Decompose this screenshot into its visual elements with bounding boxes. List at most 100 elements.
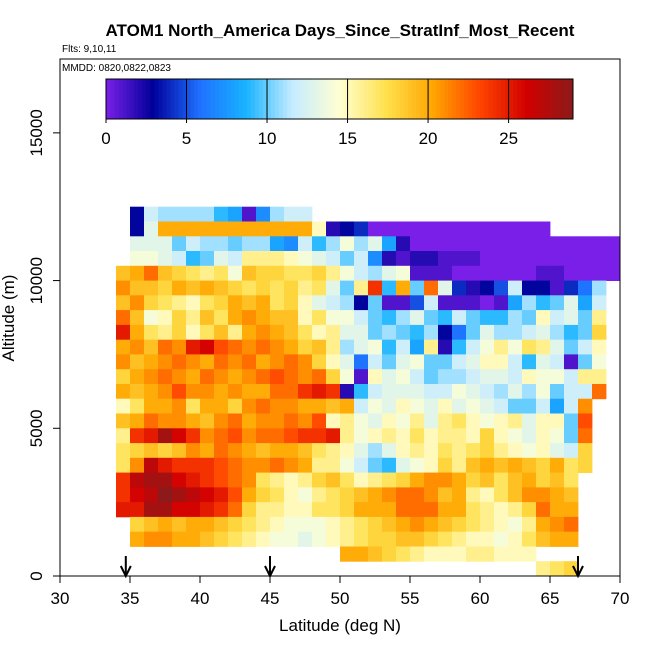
heatmap-cell — [326, 280, 341, 296]
heatmap-cell — [396, 531, 411, 547]
heatmap-cell — [550, 265, 565, 281]
heatmap-cell — [382, 339, 397, 355]
heatmap-cell — [256, 428, 271, 444]
heatmap-cell — [200, 502, 215, 518]
heatmap-cell — [578, 354, 593, 370]
heatmap-cell — [326, 502, 341, 518]
colorbar-segment — [154, 79, 159, 119]
heatmap-cell — [172, 516, 187, 533]
heatmap-cell — [396, 251, 411, 267]
heatmap-cell — [144, 384, 159, 400]
heatmap-cell — [578, 443, 593, 459]
heatmap-cell — [536, 428, 551, 444]
heatmap-cell — [396, 324, 411, 341]
colorbar-segment — [468, 79, 473, 119]
heatmap-cell — [130, 413, 145, 429]
colorbar-segment — [560, 79, 566, 119]
heatmap-cell — [508, 428, 523, 444]
heatmap-cell — [438, 310, 453, 326]
heatmap-cell — [326, 221, 341, 237]
heatmap-cell — [410, 384, 425, 400]
heatmap-cell — [508, 516, 523, 533]
heatmap-cell — [410, 457, 425, 473]
heatmap-cell — [396, 295, 411, 311]
heatmap-cell — [340, 384, 355, 400]
heatmap-cell — [298, 236, 313, 252]
heatmap-cell — [382, 221, 397, 237]
heatmap-cell — [508, 384, 523, 400]
heatmap-cell — [200, 221, 215, 237]
heatmap-cell — [494, 221, 509, 237]
heatmap-cell — [522, 251, 537, 267]
heatmap-cell — [494, 324, 509, 341]
colorbar-segment — [226, 79, 232, 119]
heatmap-cell — [256, 531, 271, 547]
heatmap-cell — [186, 398, 201, 414]
heatmap-cell — [550, 310, 565, 326]
heatmap-cell — [326, 236, 341, 252]
heatmap-cell — [172, 221, 187, 237]
heatmap-cell — [438, 457, 453, 473]
heatmap-cell — [284, 384, 299, 400]
heatmap-cell — [130, 502, 145, 518]
heatmap-cell — [508, 339, 523, 355]
heatmap-cell — [270, 472, 285, 488]
heatmap-cell — [382, 487, 397, 503]
heatmap-cell — [228, 324, 243, 341]
colorbar-segment — [371, 79, 377, 119]
heatmap-cell — [368, 221, 383, 237]
heatmap-cell — [326, 531, 341, 547]
heatmap-cell — [424, 265, 439, 281]
heatmap-cell — [438, 428, 453, 444]
colorbar-segment — [436, 79, 441, 119]
heatmap-cell — [424, 531, 439, 547]
heatmap-cell — [144, 398, 159, 414]
heatmap-cell — [452, 369, 467, 385]
heatmap-cell — [186, 265, 201, 281]
heatmap-cell — [228, 472, 243, 488]
heatmap-cell — [606, 236, 621, 252]
heatmap-cell — [466, 398, 481, 414]
heatmap-cell — [550, 324, 565, 341]
colorbar-segment — [190, 79, 195, 119]
heatmap-cell — [116, 487, 131, 503]
heatmap-cell — [354, 354, 369, 370]
heatmap-cell — [242, 280, 257, 296]
heatmap-cell — [578, 295, 593, 311]
heatmap-cell — [382, 310, 397, 326]
heatmap-cell — [270, 384, 285, 400]
heatmap-cell — [270, 443, 285, 459]
heatmap-cell — [550, 443, 565, 459]
heatmap-cell — [256, 413, 271, 429]
colorbar-frame — [105, 78, 574, 120]
colorbar-segment — [564, 79, 570, 119]
heatmap-cell — [494, 354, 509, 370]
colorbar-segment — [387, 79, 393, 119]
heatmap-cell — [396, 487, 411, 503]
heatmap-cell — [186, 339, 201, 355]
heatmap-cell — [340, 221, 355, 237]
heatmap-cell — [116, 384, 131, 400]
heatmap-cell — [144, 324, 159, 341]
colorbar-segment — [383, 79, 389, 119]
heatmap-cell — [228, 206, 243, 222]
heatmap-cell — [452, 398, 467, 414]
x-axis-label: Latitude (deg N) — [279, 616, 401, 635]
heatmap-cell — [214, 236, 229, 252]
heatmap-cell — [536, 384, 551, 400]
heatmap-cell — [410, 295, 425, 311]
heatmap-cell — [242, 369, 257, 385]
heatmap-cell — [396, 339, 411, 355]
heatmap-cell — [116, 324, 131, 341]
heatmap-cell — [172, 369, 187, 385]
heatmap-cell — [340, 354, 355, 370]
heatmap-cell — [144, 265, 159, 281]
colorbar-segment — [556, 79, 562, 119]
heatmap-cell — [284, 472, 299, 488]
heatmap-cell — [578, 324, 593, 341]
heatmap-cell — [438, 384, 453, 400]
heatmap-cell — [326, 369, 341, 385]
heatmap-cell — [312, 502, 327, 518]
heatmap-cell — [382, 295, 397, 311]
heatmap-cell — [480, 354, 495, 370]
